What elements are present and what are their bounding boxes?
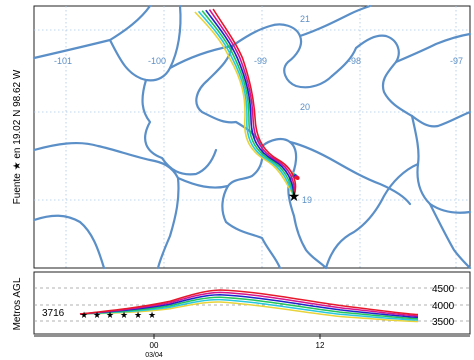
start-star-icon: ★ — [93, 310, 101, 320]
source-star-glyph: ★ — [12, 161, 23, 170]
border-line — [324, 162, 420, 270]
height-trajectory-line — [79, 301, 419, 323]
border-line — [32, 141, 180, 270]
source-location: en 19.02 N 98.62 W — [12, 69, 23, 159]
trajectory-line — [194, 11, 295, 197]
longitude-label: -97 — [450, 56, 463, 66]
trajectory-line — [197, 10, 295, 197]
latitude-label: 21 — [300, 14, 310, 24]
map-trajectories — [194, 8, 300, 197]
grid-labels: -101 -100 -99 -98 -97 21 20 19 — [54, 14, 463, 205]
source-side-label: Fuente ★ en 19.02 N 98.62 W — [12, 69, 23, 204]
height-y-ticks: 4500 4000 3500 — [432, 284, 455, 328]
time-tick-label: 12 — [316, 341, 325, 350]
trajectory-line — [212, 8, 297, 197]
trajectory-line — [208, 9, 296, 197]
start-star-icon: ★ — [120, 310, 128, 320]
border-line — [108, 38, 234, 82]
trajectory-line — [205, 9, 295, 197]
start-star-icon: ★ — [106, 310, 114, 320]
source-star-icon: ★ — [288, 188, 301, 204]
border-line — [394, 32, 472, 64]
state-borders — [32, 4, 472, 270]
border-line — [195, 44, 282, 270]
longitude-label: -99 — [254, 56, 267, 66]
border-line — [288, 140, 412, 206]
longitude-label: -98 — [348, 56, 361, 66]
border-line — [176, 176, 230, 189]
y-tick-label: 3500 — [432, 317, 455, 328]
y-tick-label: 4500 — [432, 284, 455, 295]
height-trajectory-line — [79, 289, 419, 316]
height-stars: ★ ★ ★ ★ ★ ★ — [80, 310, 156, 320]
height-trajectories — [79, 289, 419, 323]
map-panel: -101 -100 -99 -98 -97 21 20 19 ★ — [32, 4, 472, 270]
height-y-axis-label: Metros AGL — [12, 277, 23, 330]
border-line — [410, 114, 472, 214]
start-star-icon: ★ — [148, 310, 156, 320]
border-line — [32, 214, 106, 270]
height-trajectory-line — [79, 298, 419, 321]
border-line — [298, 4, 372, 38]
graticule — [34, 6, 470, 268]
border-line — [428, 202, 472, 270]
border-line — [168, 4, 182, 70]
trajectory-line — [201, 10, 295, 197]
latitude-label: 19 — [302, 195, 312, 205]
longitude-label: -100 — [148, 56, 166, 66]
border-line — [410, 110, 472, 128]
border-line — [330, 34, 414, 118]
height-trajectory-line — [79, 291, 419, 317]
source-label: Fuente — [12, 173, 23, 205]
start-star-icon: ★ — [80, 310, 88, 320]
border-line — [230, 23, 334, 89]
time-tick-label: 00 — [150, 341, 159, 350]
height-trajectory-line — [79, 294, 419, 319]
border-line — [141, 78, 218, 176]
start-star-icon: ★ — [134, 310, 142, 320]
height-panel: 4500 4000 3500 3716 ★ ★ ★ ★ ★ ★ — [33, 271, 471, 335]
longitude-label: -101 — [54, 56, 72, 66]
border-line — [260, 137, 328, 270]
start-height-value: 3716 — [42, 308, 65, 319]
latitude-label: 20 — [300, 102, 310, 112]
svg-text:Fuente ★ en 19.02: Fuente ★ en 19.02 N 98.62 W — [12, 69, 23, 204]
date-label: 03/04 — [145, 352, 163, 359]
height-trajectory-line — [79, 296, 419, 320]
y-tick-label: 4000 — [432, 301, 455, 312]
time-axis: 00 12 03/04 — [34, 334, 470, 359]
trajectory-marker — [295, 176, 300, 180]
